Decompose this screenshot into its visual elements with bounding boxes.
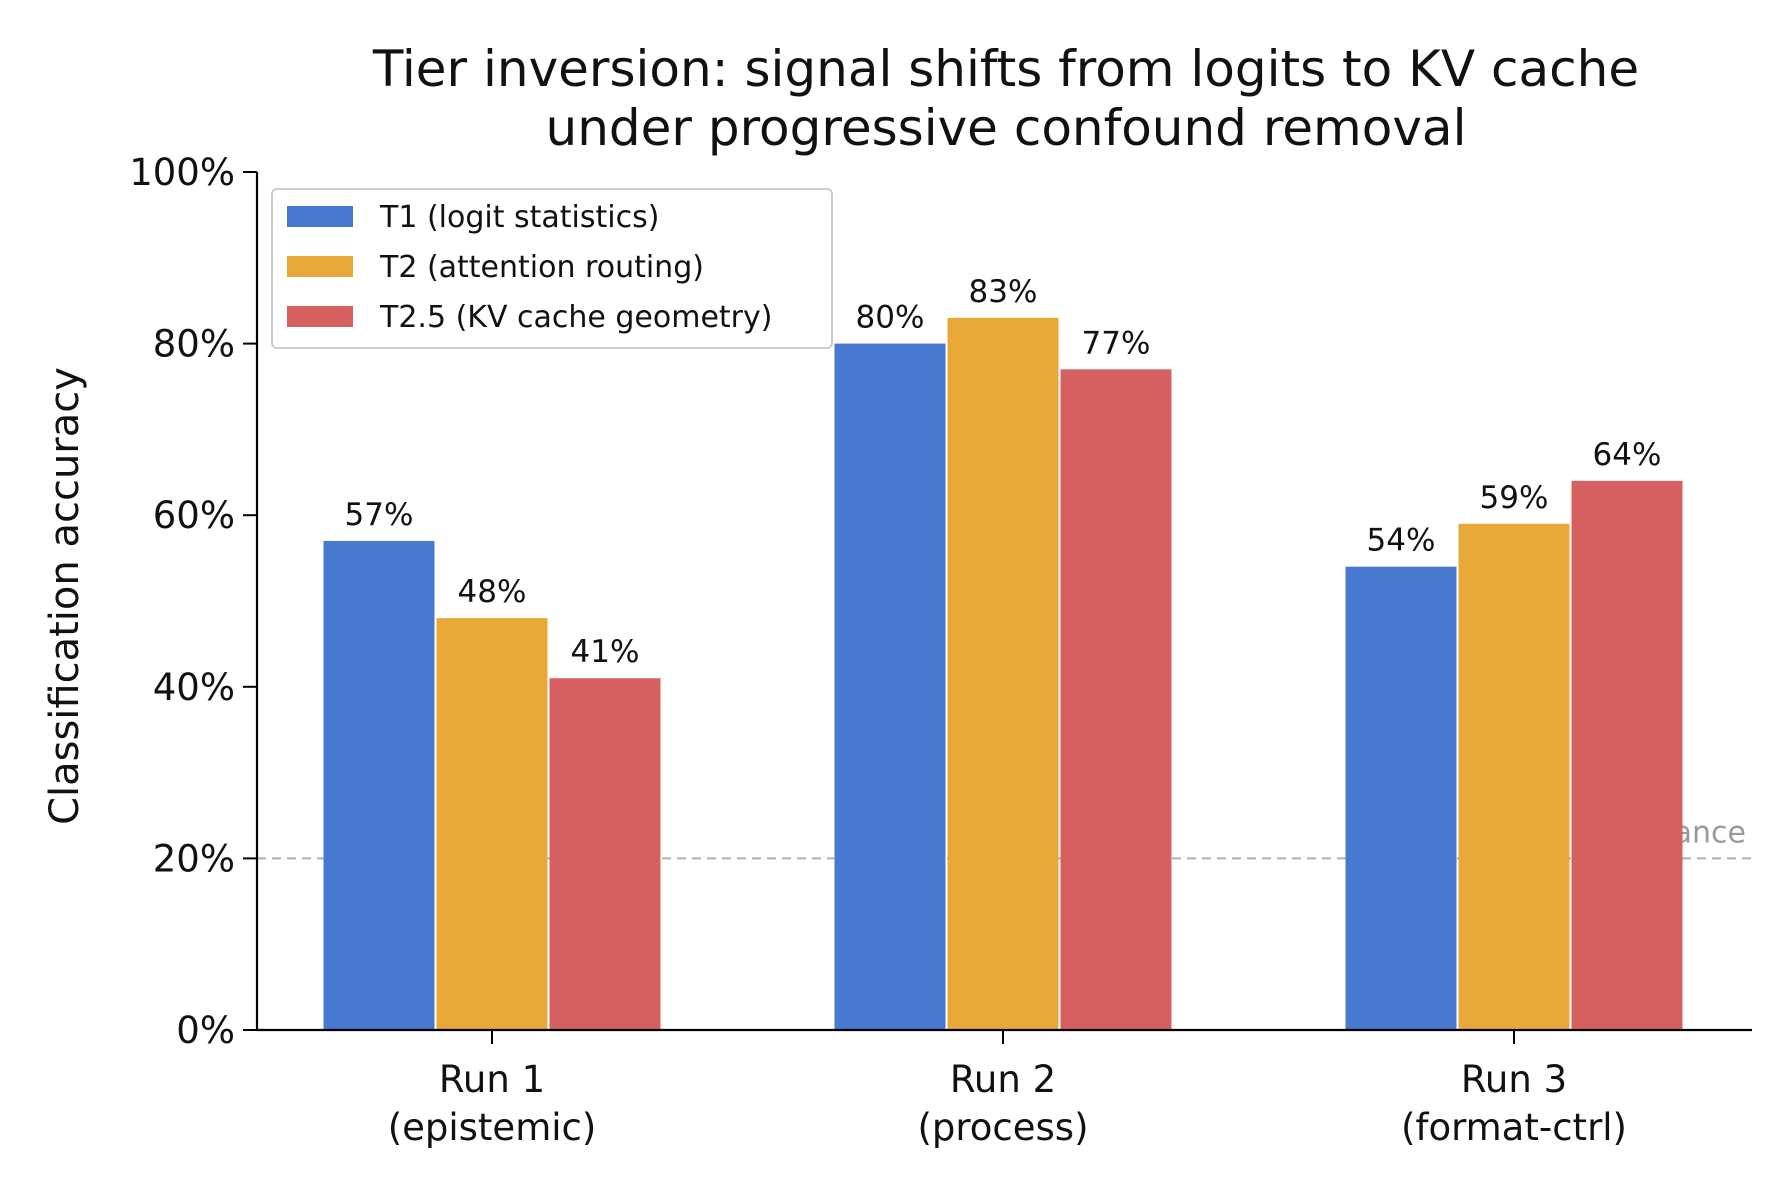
data-label-series3-2: 77% <box>1082 325 1151 361</box>
y-tick-label-40: 40% <box>153 666 235 709</box>
data-label-series1-3: 54% <box>1367 523 1436 559</box>
chart-title: Tier inversion: signal shifts from logit… <box>372 40 1639 98</box>
chart-subtitle: under progressive confound removal <box>546 99 1467 157</box>
bar-series3-1 <box>549 678 661 1030</box>
series-group-1: 57% 80% 54% <box>323 300 1457 1031</box>
legend-swatch-1 <box>287 206 353 227</box>
series-group-2: 48% 83% 59% <box>436 274 1570 1030</box>
x-tick-sublabel-2: (process) <box>917 1106 1088 1149</box>
x-tick-label-3: Run 3 <box>1461 1058 1567 1101</box>
bar-series1-3 <box>1345 566 1457 1030</box>
data-label-series2-2: 83% <box>969 274 1038 310</box>
bar-series2-3 <box>1458 523 1570 1030</box>
y-tick-label-60: 60% <box>153 494 235 537</box>
x-tick-sublabel-1: (epistemic) <box>388 1106 597 1149</box>
x-tick-sublabel-3: (format-ctrl) <box>1401 1106 1627 1149</box>
data-label-series3-3: 64% <box>1593 437 1662 473</box>
y-axis-label: Classification accuracy <box>42 367 88 825</box>
legend: T1 (logit statistics) T2 (attention routi… <box>271 188 833 349</box>
bar-series2-2 <box>947 317 1059 1030</box>
data-label-series2-1: 48% <box>458 574 527 610</box>
bar-series1-1 <box>323 540 435 1030</box>
x-tick-label-1: Run 1 <box>439 1058 545 1101</box>
y-tick-label-80: 80% <box>153 323 235 366</box>
bar-series3-2 <box>1060 369 1172 1031</box>
bar-series1-2 <box>834 343 946 1031</box>
bar-series2-1 <box>436 618 548 1030</box>
bar-series3-3 <box>1571 480 1683 1030</box>
legend-label-1: T1 (logit statistics) <box>379 200 659 235</box>
legend-swatch-2 <box>287 256 353 277</box>
y-tick-label-20: 20% <box>153 837 235 880</box>
x-tick-label-2: Run 2 <box>950 1058 1056 1101</box>
data-label-series1-2: 80% <box>856 300 925 336</box>
data-label-series2-3: 59% <box>1480 480 1549 516</box>
data-label-series1-1: 57% <box>345 497 414 533</box>
data-label-series3-1: 41% <box>571 634 640 670</box>
legend-label-2: T2 (attention routing) <box>379 250 704 285</box>
legend-swatch-3 <box>287 306 353 327</box>
series-group-3: 41% 77% 64% <box>549 325 1683 1031</box>
y-tick-label-100: 100% <box>129 151 235 194</box>
legend-box <box>271 188 833 349</box>
y-tick-label-0: 0% <box>176 1009 235 1052</box>
legend-label-3: T2.5 (KV cache geometry) <box>379 300 772 335</box>
